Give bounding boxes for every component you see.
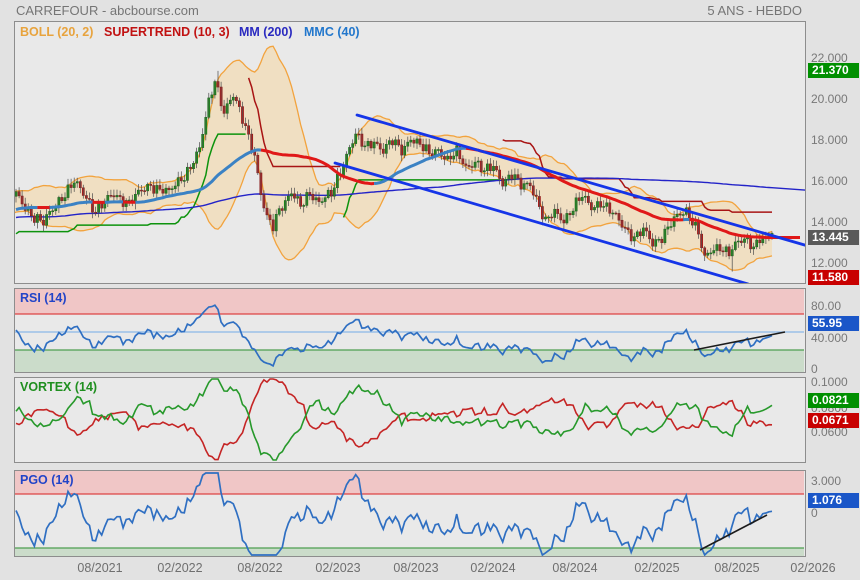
x-label: 02/2023	[315, 561, 361, 575]
pgo-panel[interactable]	[14, 470, 806, 557]
main-ytick: 14.000	[811, 215, 848, 229]
legend-bollinger: BOLL (20, 2)	[20, 25, 94, 39]
high-badge: 21.370	[808, 63, 859, 78]
rsi-ytick: 80.00	[811, 299, 842, 313]
rsi-ytick: 0	[811, 362, 818, 376]
rsi-badge: 55.95	[808, 316, 859, 331]
vortex-plus-badge: 0.0821	[808, 393, 859, 408]
x-label: 02/2022	[157, 561, 203, 575]
vortex-title: VORTEX (14)	[20, 380, 98, 394]
pgo-ytick: 3.000	[811, 474, 842, 488]
x-label: 02/2026	[790, 561, 836, 575]
main-ytick: 12.000	[811, 256, 848, 270]
x-label: 02/2024	[470, 561, 516, 575]
page-title: CARREFOUR - abcbourse.com	[16, 3, 199, 18]
main-ytick: 18.000	[811, 133, 848, 147]
legend-mmc40: MMC (40)	[304, 25, 360, 39]
vortex-panel[interactable]	[14, 377, 806, 463]
x-label: 08/2024	[552, 561, 598, 575]
rsi-ytick: 40.000	[811, 331, 848, 345]
x-label: 08/2023	[393, 561, 439, 575]
vortex-ytick: 0.0600	[811, 425, 848, 439]
x-label: 08/2025	[714, 561, 760, 575]
rsi-title: RSI (14)	[20, 291, 67, 305]
main-ytick: 16.000	[811, 174, 848, 188]
low-badge: 11.580	[808, 270, 859, 285]
main-chart-panel[interactable]	[14, 21, 806, 284]
timeframe-label: 5 ANS - HEBDO	[707, 3, 802, 18]
vortex-ytick: 0.1000	[811, 375, 848, 389]
legend-supertrend: SUPERTREND (10, 3)	[104, 25, 230, 39]
x-label: 08/2022	[237, 561, 283, 575]
x-label: 02/2025	[634, 561, 680, 575]
last-price-badge: 13.445	[808, 230, 859, 245]
x-label: 08/2021	[77, 561, 123, 575]
main-ytick: 20.000	[811, 92, 848, 106]
legend-mm200: MM (200)	[239, 25, 293, 39]
pgo-title: PGO (14)	[20, 473, 74, 487]
pgo-badge: 1.076	[808, 493, 859, 508]
rsi-panel[interactable]	[14, 288, 806, 373]
vortex-minus-badge: 0.0671	[808, 413, 859, 428]
pgo-ytick: 0	[811, 506, 818, 520]
main-ytick: 22.000	[811, 51, 848, 65]
